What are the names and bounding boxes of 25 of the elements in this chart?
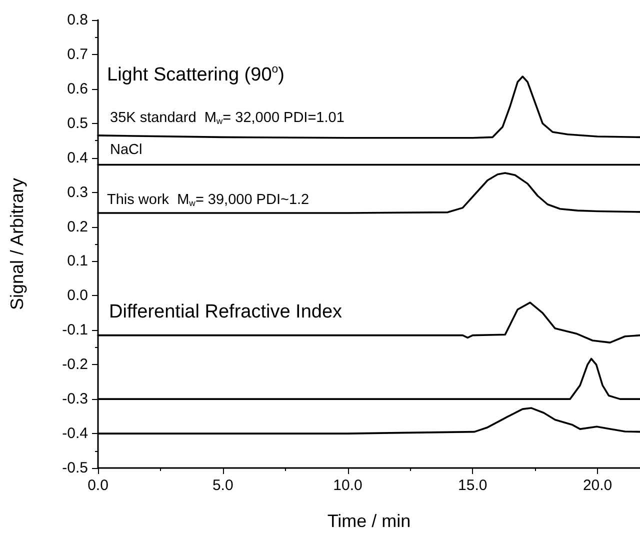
- x-axis-title: Time / min: [327, 511, 411, 531]
- y-tick-label: -0.1: [62, 322, 88, 339]
- annotation: 35K standard Mw= 32,000 PDI=1.01: [110, 110, 344, 126]
- y-tick-label: 0.6: [67, 80, 88, 98]
- y-tick-label: 0.4: [67, 149, 88, 166]
- annotation: Differential Refractive Index: [109, 302, 343, 322]
- y-tick-label: 0.5: [67, 114, 88, 132]
- annotation: This work Mw= 39,000 PDI~1.2: [107, 192, 310, 208]
- y-tick-label: 0.2: [67, 218, 88, 236]
- x-tick-label: 20.0: [582, 477, 612, 494]
- y-tick-label: -0.4: [62, 425, 88, 442]
- y-tick-label: 0.3: [67, 184, 88, 201]
- x-tick-label: 0.0: [88, 477, 108, 494]
- y-tick-label: -0.5: [62, 460, 88, 476]
- y-tick-label: 0.1: [67, 252, 88, 270]
- x-tick-label: 5.0: [212, 477, 234, 494]
- annotation: NaCl: [110, 142, 142, 158]
- x-tick-label: 10.0: [333, 477, 362, 494]
- y-tick-label: 0.0: [67, 287, 88, 304]
- y-axis-title: Signal / Arbitrary: [7, 178, 27, 310]
- y-tick-label: 0.7: [67, 46, 88, 63]
- y-tick-label: 0.8: [67, 12, 88, 28]
- x-tick-label: 15.0: [458, 477, 488, 494]
- y-tick-label: -0.2: [62, 356, 88, 374]
- y-tick-label: -0.3: [62, 390, 88, 408]
